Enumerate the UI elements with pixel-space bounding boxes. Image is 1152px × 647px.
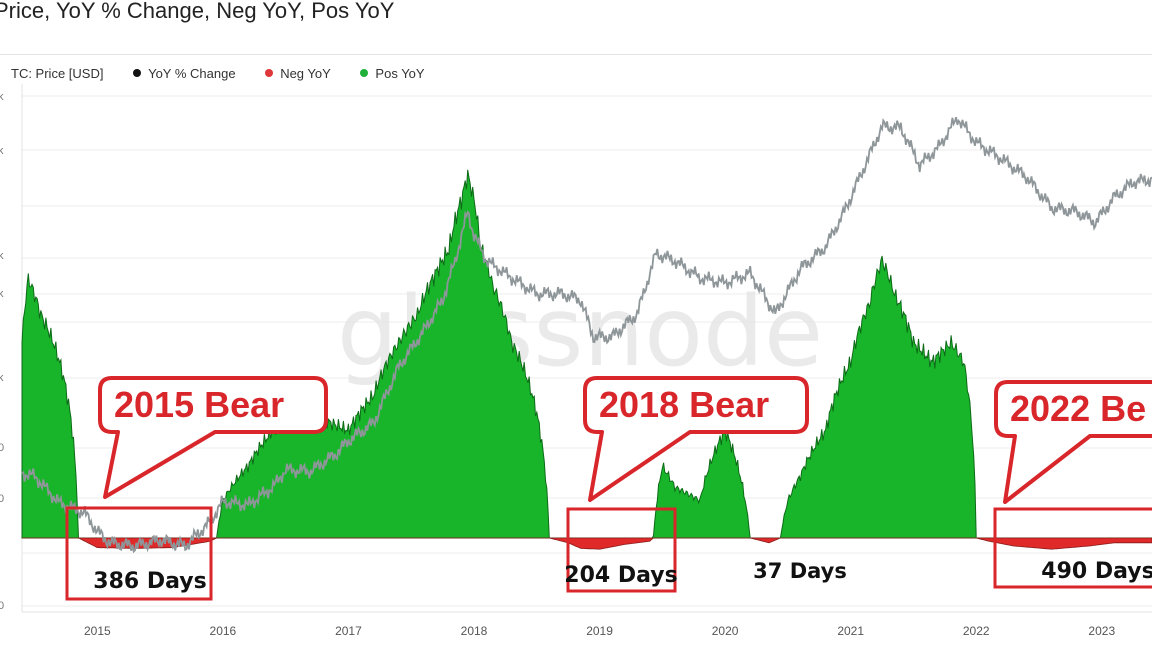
legend-dot-price [0, 69, 4, 77]
bear-callout-label: 2018 Bear [599, 384, 769, 425]
x-tick-label: 2019 [586, 624, 613, 638]
legend-dot-pos [360, 69, 369, 77]
header-divider [0, 54, 1152, 55]
legend-label-yoy: YoY % Change [148, 66, 236, 81]
bear-callout-label: 2022 Be [1010, 388, 1146, 429]
legend-item-neg[interactable]: Neg YoY [265, 66, 331, 81]
y-tick-label: 0 [0, 600, 4, 612]
legend-item-price[interactable]: TC: Price [USD] [0, 66, 103, 81]
legend-dot-neg [265, 69, 274, 77]
x-tick-label: 2021 [837, 624, 864, 638]
x-tick-label: 2020 [712, 624, 739, 638]
bear-callout-label: 2015 Bear [114, 384, 284, 425]
annotations: 386 Days 2015 Bear 204 Days 2018 Bear 490 Da… [65, 376, 1152, 601]
y-tick-label: k [0, 145, 4, 157]
legend-item-yoy[interactable]: YoY % Change [133, 66, 236, 81]
bear-days-label: 386 Days [93, 569, 206, 594]
y-tick-label: k [0, 288, 4, 300]
x-tick-label: 2018 [461, 624, 488, 638]
y-tick-label: k [0, 250, 4, 262]
y-tick-label: 0 [0, 442, 4, 454]
legend-dot-yoy [133, 69, 142, 77]
bear-callout-bubble [583, 376, 809, 502]
bear-callout-bubble [994, 380, 1152, 504]
bear-days-label: 204 Days [564, 563, 677, 588]
bear-period-box [65, 506, 213, 601]
x-tick-label: 2015 [84, 624, 111, 638]
x-tick-label: 2022 [963, 624, 990, 638]
y-axis: k k k k k 0 0 0 [0, 91, 4, 612]
bear-period-box [566, 507, 677, 593]
x-tick-label: 2017 [335, 624, 362, 638]
bear-callout-bubble [98, 376, 328, 499]
legend-label-price: TC: Price [USD] [11, 66, 104, 81]
bear-days-label: 490 Days [1041, 559, 1152, 584]
y-tick-label: k [0, 372, 4, 384]
x-axis: 2015 2016 2017 2018 2019 2020 2021 2022 2023 [84, 624, 1115, 638]
y-tick-label: k [0, 91, 4, 103]
x-tick-label: 2016 [210, 624, 237, 638]
legend-label-pos: Pos YoY [375, 66, 425, 81]
legend-label-neg: Neg YoY [280, 66, 331, 81]
legend-item-pos[interactable]: Pos YoY [360, 66, 425, 81]
x-tick-label: 2023 [1088, 624, 1115, 638]
chart-title: Price, YoY % Change, Neg YoY, Pos YoY [0, 0, 395, 23]
y-tick-label: 0 [0, 493, 4, 505]
gap-days-label: 37 Days [753, 559, 847, 583]
bear-period-box [993, 507, 1152, 589]
gridlines [21, 84, 1152, 613]
legend: TC: Price [USD] YoY % Change Neg YoY Pos… [0, 66, 451, 81]
